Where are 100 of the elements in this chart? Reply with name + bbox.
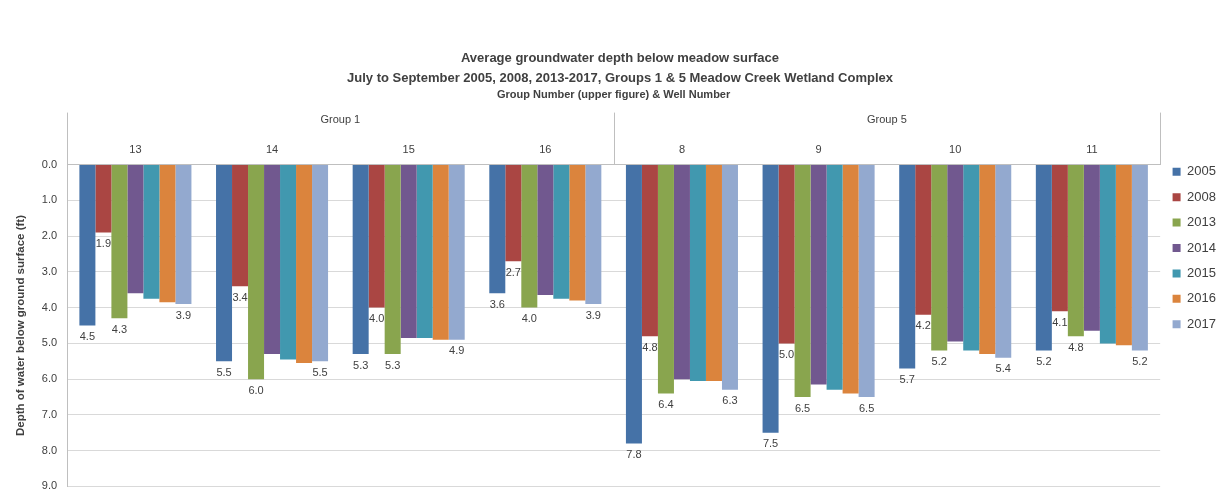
bar xyxy=(127,165,144,294)
data-label: 4.1 xyxy=(1052,315,1068,328)
bar xyxy=(248,165,265,380)
bar xyxy=(352,165,369,355)
bar xyxy=(296,165,313,364)
x-tick-label: 8 xyxy=(678,143,686,156)
legend-label: 2014 xyxy=(1187,239,1216,255)
y-tick-label: 7.0 xyxy=(41,407,58,420)
data-label: 5.3 xyxy=(353,358,369,371)
data-label: 2.7 xyxy=(505,265,521,278)
bar xyxy=(111,165,128,319)
y-tick-label: 8.0 xyxy=(41,443,58,456)
bar xyxy=(947,165,964,342)
bar xyxy=(505,165,522,262)
bar xyxy=(1099,165,1116,344)
data-label: 5.0 xyxy=(778,347,795,360)
chart-subtitle: July to September 2005, 2008, 2013-2017, Groups 1 & 5 Meadow Creek Wetland Complex xyxy=(347,69,894,85)
bar xyxy=(899,165,916,369)
bar xyxy=(384,165,401,355)
text: Group 5 xyxy=(867,112,907,125)
data-label: 4.0 xyxy=(369,312,385,325)
legend-label: 2015 xyxy=(1187,264,1216,280)
bar xyxy=(489,165,506,294)
data-label: 3.9 xyxy=(175,308,192,321)
data-label: 6.0 xyxy=(248,383,264,396)
bar xyxy=(264,165,281,355)
data-label: 5.2 xyxy=(1132,355,1148,368)
x-tick-label: 11 xyxy=(1086,143,1098,156)
bar xyxy=(1131,165,1148,351)
bar xyxy=(721,165,738,390)
bar xyxy=(553,165,570,299)
bar xyxy=(979,165,996,355)
x-tick-label: 13 xyxy=(129,143,142,156)
y-tick-label: 4.0 xyxy=(41,300,58,313)
data-label: 5.4 xyxy=(995,362,1011,375)
data-label: 5.2 xyxy=(1036,355,1052,368)
bar xyxy=(826,165,843,390)
bar xyxy=(368,165,385,308)
bar xyxy=(689,165,706,381)
data-label: 4.3 xyxy=(111,322,128,335)
y-tick-label: 6.0 xyxy=(41,372,58,385)
data-label: 5.5 xyxy=(216,365,232,378)
bar xyxy=(280,165,297,360)
bar xyxy=(810,165,827,385)
data-label: 6.4 xyxy=(658,397,674,410)
bar xyxy=(858,165,875,398)
bar xyxy=(585,165,602,305)
bar xyxy=(416,165,433,339)
bar xyxy=(794,165,811,398)
y-tick-label: 5.0 xyxy=(41,336,58,349)
bar xyxy=(995,165,1012,358)
data-label: 1.9 xyxy=(95,237,112,250)
bar xyxy=(673,165,690,380)
bar xyxy=(1051,165,1068,312)
bar xyxy=(159,165,176,303)
data-label: 4.0 xyxy=(521,312,537,325)
data-label: 4.5 xyxy=(79,330,96,343)
data-label: 4.8 xyxy=(1068,340,1084,353)
bar xyxy=(79,165,96,326)
bar xyxy=(143,165,160,299)
y-axis-title: Depth of water below ground surface (ft) xyxy=(14,214,27,437)
data-label: 6.5 xyxy=(794,401,811,414)
bar xyxy=(762,165,779,433)
bar xyxy=(312,165,329,362)
data-label: 4.9 xyxy=(449,344,465,357)
x-tick-label: 9 xyxy=(815,143,822,156)
bar xyxy=(842,165,859,394)
chart-title: Average groundwater depth below meadow surface xyxy=(460,50,780,66)
bar xyxy=(521,165,538,308)
data-label: 5.5 xyxy=(312,365,328,378)
data-label: 4.2 xyxy=(915,319,931,332)
data-label: 5.7 xyxy=(899,372,915,385)
legend-label: 2008 xyxy=(1187,188,1216,204)
bar xyxy=(569,165,586,301)
bar xyxy=(95,165,112,233)
y-tick-label: 0.0 xyxy=(41,157,58,170)
bar xyxy=(705,165,722,381)
bar xyxy=(1083,165,1100,331)
bar xyxy=(175,165,192,305)
data-label: 6.3 xyxy=(722,394,738,407)
x-tick-label: 16 xyxy=(539,143,552,156)
y-tick-label: 9.0 xyxy=(41,479,58,492)
bar xyxy=(931,165,948,351)
y-tick-label: 2.0 xyxy=(41,229,58,242)
y-tick-label: 3.0 xyxy=(41,264,58,277)
legend-label: 2013 xyxy=(1187,214,1216,230)
bar xyxy=(432,165,449,340)
bar xyxy=(1067,165,1084,337)
data-label: 7.8 xyxy=(626,448,642,461)
bar xyxy=(657,165,674,394)
x-tick-label: 10 xyxy=(949,143,962,156)
bar xyxy=(963,165,980,351)
data-label: 3.6 xyxy=(489,297,505,310)
data-label: 5.2 xyxy=(931,355,947,368)
legend-label: 2016 xyxy=(1187,290,1216,306)
y-tick-label: 1.0 xyxy=(41,193,58,206)
bar xyxy=(915,165,932,315)
bar xyxy=(448,165,465,340)
bar xyxy=(778,165,795,344)
bar xyxy=(625,165,642,444)
